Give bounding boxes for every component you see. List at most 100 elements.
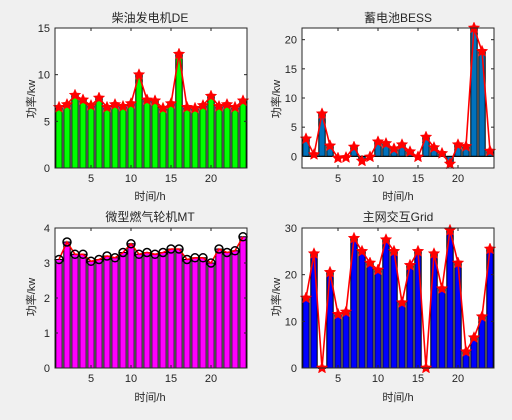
y-tick-label: 20	[285, 35, 297, 47]
data-point	[459, 345, 473, 358]
data-point	[379, 233, 393, 246]
bar	[127, 103, 135, 169]
bar	[302, 297, 310, 369]
bar	[95, 259, 103, 369]
data-point	[363, 256, 377, 269]
bar	[207, 95, 215, 169]
x-tick-label: 10	[125, 373, 137, 385]
data-point	[60, 97, 74, 110]
data-point	[363, 150, 377, 163]
bar	[127, 243, 135, 369]
data-point	[214, 244, 224, 254]
bar	[79, 253, 87, 369]
chart-title: 柴油发电机DE	[112, 10, 189, 25]
bar	[143, 252, 151, 369]
data-point	[467, 21, 481, 34]
data-point	[443, 157, 457, 170]
data-point	[198, 253, 208, 263]
bar	[143, 99, 151, 169]
bar	[103, 106, 111, 169]
x-tick-label: 5	[335, 173, 341, 185]
bar	[398, 302, 406, 369]
bar	[183, 106, 191, 169]
bar	[167, 248, 175, 369]
data-point	[124, 96, 138, 110]
data-point	[419, 361, 433, 374]
bar	[183, 259, 191, 369]
data-point	[116, 99, 130, 112]
x-axis-label: 时间/h	[134, 391, 165, 404]
bar	[135, 253, 143, 369]
data-point	[307, 247, 321, 260]
data-point	[230, 246, 240, 256]
data-point	[355, 244, 369, 257]
bar	[87, 104, 95, 169]
bar	[159, 252, 167, 369]
data-point	[371, 135, 385, 148]
data-point	[94, 254, 104, 265]
data-point	[206, 258, 216, 268]
data-point	[403, 258, 417, 271]
data-point	[174, 244, 184, 254]
x-axis-label: 时间/h	[382, 391, 413, 404]
plot-area-bess: 5 10 15 20 0 5 10 15 20	[285, 21, 497, 185]
subplot-de: 柴油发电机DE 功率/kw 时间/h 5 10 15 20 0 5 10 15	[24, 10, 250, 203]
data-point	[339, 150, 353, 163]
chart-title: 主网交互Grid	[363, 209, 434, 224]
x-tick-label: 5	[335, 373, 341, 385]
bar	[430, 253, 438, 369]
data-point	[196, 98, 210, 111]
bar	[151, 253, 159, 369]
bar	[438, 288, 446, 369]
bar	[151, 100, 159, 169]
bar	[334, 313, 342, 369]
data-point	[92, 91, 106, 104]
data-point	[435, 282, 449, 295]
data-point	[164, 96, 178, 110]
data-point	[315, 361, 329, 374]
data-point	[315, 107, 329, 120]
data-point	[347, 140, 361, 153]
bar	[167, 103, 175, 169]
data-point	[156, 101, 170, 114]
bar	[382, 239, 390, 369]
bar	[103, 255, 111, 369]
data-point	[108, 97, 122, 110]
data-point	[475, 310, 489, 323]
data-point	[427, 140, 441, 153]
y-tick-label: 2	[44, 293, 50, 305]
data-point	[132, 68, 146, 81]
x-tick-label: 10	[125, 173, 137, 185]
axes-box	[301, 227, 495, 369]
data-point	[435, 146, 449, 159]
bar	[135, 74, 143, 169]
data-point	[395, 296, 409, 309]
bar	[406, 264, 414, 369]
bar	[199, 257, 207, 369]
bar	[215, 105, 223, 169]
bar	[231, 106, 239, 169]
x-tick-label: 15	[412, 173, 424, 185]
data-point	[379, 136, 393, 149]
bar	[342, 311, 350, 369]
y-tick-label: 5	[44, 116, 50, 128]
bar	[358, 250, 366, 369]
data-point	[403, 145, 417, 158]
data-point	[118, 247, 128, 258]
data-point	[172, 47, 186, 60]
data-point	[451, 256, 465, 269]
series-line	[305, 230, 491, 369]
bar	[199, 104, 207, 169]
y-axis-label: 功率/kw	[24, 80, 38, 119]
bar	[223, 104, 231, 169]
bar	[215, 248, 223, 369]
x-tick-label: 15	[412, 373, 424, 385]
data-point	[100, 100, 114, 113]
y-tick-label: 30	[285, 223, 297, 235]
bar	[71, 94, 79, 169]
x-tick-label: 20	[205, 373, 217, 385]
data-point	[347, 231, 361, 244]
y-axis-label: 功率/kw	[269, 278, 283, 317]
data-point	[411, 244, 425, 257]
x-tick-label: 10	[372, 173, 384, 185]
